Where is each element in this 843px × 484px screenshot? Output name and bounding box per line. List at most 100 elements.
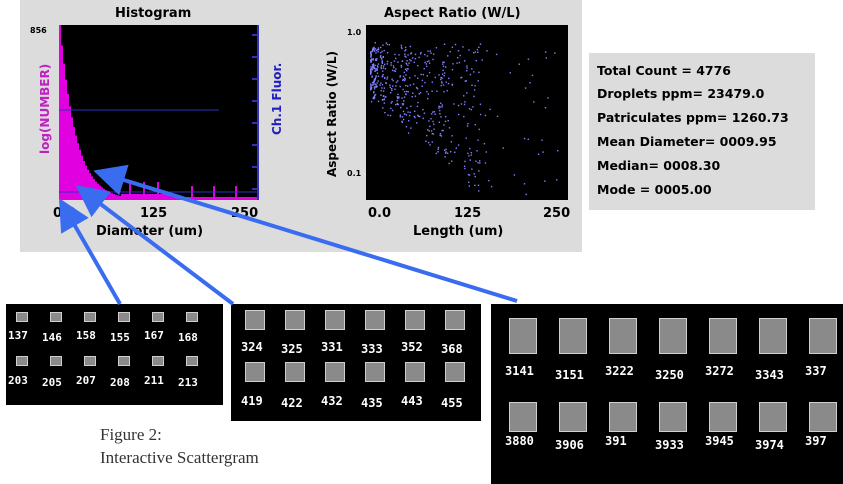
particle-thumbnail[interactable] — [186, 312, 198, 322]
scatter-point — [466, 70, 468, 72]
scatter-point — [451, 83, 453, 86]
particle-thumbnail[interactable] — [16, 356, 28, 366]
particle-thumbnail[interactable] — [559, 318, 587, 354]
scatter-point — [390, 92, 392, 94]
histogram-bar — [247, 197, 249, 200]
particle-thumbnail[interactable] — [325, 310, 345, 330]
particle-id-label: 391 — [605, 434, 627, 448]
particle-thumbnail[interactable] — [609, 402, 637, 432]
histogram-plot[interactable] — [59, 25, 259, 200]
particle-thumbnail[interactable] — [285, 362, 305, 382]
particle-thumbnail[interactable] — [445, 310, 465, 330]
histogram-bar — [187, 197, 189, 200]
particle-thumbnail[interactable] — [659, 402, 687, 432]
particle-thumbnail[interactable] — [609, 318, 637, 354]
particle-thumbnail[interactable] — [405, 362, 425, 382]
scatter-point — [404, 68, 407, 70]
scatter-point — [370, 68, 372, 70]
scatter-point — [443, 43, 446, 45]
particle-thumbnail[interactable] — [152, 356, 164, 366]
particle-thumbnail[interactable] — [509, 318, 537, 354]
particle-thumbnail[interactable] — [152, 312, 164, 322]
particle-gallery-large[interactable]: 3141 3151 3222 3250 3272 3343 337 3880 3906 391 39… — [491, 304, 843, 484]
particle-thumbnail[interactable] — [445, 362, 465, 382]
particle-thumbnail[interactable] — [84, 356, 96, 366]
scatter-point — [396, 99, 398, 102]
scatter-point — [471, 68, 473, 70]
scatter-point — [394, 88, 396, 90]
scatter-plot[interactable] — [366, 25, 568, 200]
particle-thumbnail[interactable] — [285, 310, 305, 330]
scatter-point — [525, 193, 527, 196]
particle-thumbnail[interactable] — [659, 318, 687, 354]
scatter-point — [377, 51, 379, 53]
scatter-point — [443, 61, 445, 64]
scatter-point — [486, 50, 488, 52]
particle-thumbnail[interactable] — [50, 356, 62, 366]
scatter-point — [444, 156, 446, 158]
scatter-point — [523, 183, 526, 185]
particle-thumbnail[interactable] — [759, 318, 787, 354]
particle-id-label: 3906 — [555, 438, 584, 452]
scatter-point — [393, 70, 396, 72]
scatter-point — [413, 61, 415, 63]
scatter-point — [457, 50, 460, 52]
scatter-point — [466, 125, 469, 127]
particle-thumbnail[interactable] — [809, 318, 837, 354]
scatter-point — [433, 111, 436, 113]
histogram-bar — [73, 127, 75, 200]
particle-thumbnail[interactable] — [559, 402, 587, 432]
particle-thumbnail[interactable] — [245, 310, 265, 330]
particle-thumbnail[interactable] — [759, 402, 787, 432]
scatter-point — [545, 57, 547, 59]
histogram-bar — [115, 194, 117, 200]
particle-thumbnail[interactable] — [709, 402, 737, 432]
particle-thumbnail[interactable] — [84, 312, 96, 322]
scatter-point — [448, 162, 450, 165]
scatter-point — [442, 61, 444, 63]
scatter-point — [380, 64, 383, 67]
particle-thumbnail[interactable] — [50, 312, 62, 322]
particle-thumbnail[interactable] — [118, 356, 130, 366]
scatter-point — [426, 134, 428, 137]
scatter-point — [384, 77, 386, 79]
scatter-point — [431, 90, 433, 92]
scatter-point — [399, 85, 401, 88]
particle-thumbnail[interactable] — [365, 310, 385, 330]
particle-thumbnail[interactable] — [186, 356, 198, 366]
particle-gallery-small[interactable]: 137 146 158 155 167 168 203 205 207 208 211 213 — [6, 304, 223, 405]
particle-thumbnail[interactable] — [509, 402, 537, 432]
scatter-point — [475, 160, 477, 162]
particle-thumbnail[interactable] — [809, 402, 837, 432]
scatter-point — [376, 65, 379, 67]
particle-thumbnail[interactable] — [325, 362, 345, 382]
scatter-point — [439, 109, 441, 112]
histogram-bar — [219, 197, 221, 200]
particle-gallery-medium[interactable]: 324 325 331 333 352 368 419 422 432 435 443 455 — [231, 304, 481, 421]
histogram-bar — [63, 63, 65, 200]
scatter-point — [375, 52, 377, 54]
histogram-bar — [133, 194, 135, 200]
scatter-point — [391, 89, 393, 92]
scatter-point — [373, 91, 375, 93]
particle-thumbnail[interactable] — [709, 318, 737, 354]
particle-thumbnail[interactable] — [245, 362, 265, 382]
scatter-point — [389, 86, 391, 89]
scatter-point — [441, 104, 443, 106]
particle-thumbnail[interactable] — [405, 310, 425, 330]
particle-thumbnail[interactable] — [118, 312, 130, 322]
particle-thumbnail[interactable] — [365, 362, 385, 382]
histogram-xlabel: Diameter (um) — [96, 224, 204, 239]
plot-panel: Histogram Aspect Ratio (W/L) 856 log(NUM… — [20, 0, 582, 252]
scatter-point — [393, 66, 395, 69]
scatter-point — [428, 71, 431, 74]
histogram-bar — [195, 197, 197, 200]
scatter-point — [457, 144, 460, 146]
scatter-point — [447, 82, 450, 85]
scatter-point — [474, 175, 476, 178]
particle-thumbnail[interactable] — [16, 312, 28, 322]
scatter-point — [445, 148, 447, 151]
scatter-point — [390, 102, 392, 104]
scatter-point — [380, 82, 382, 84]
histogram-bar — [179, 197, 181, 200]
